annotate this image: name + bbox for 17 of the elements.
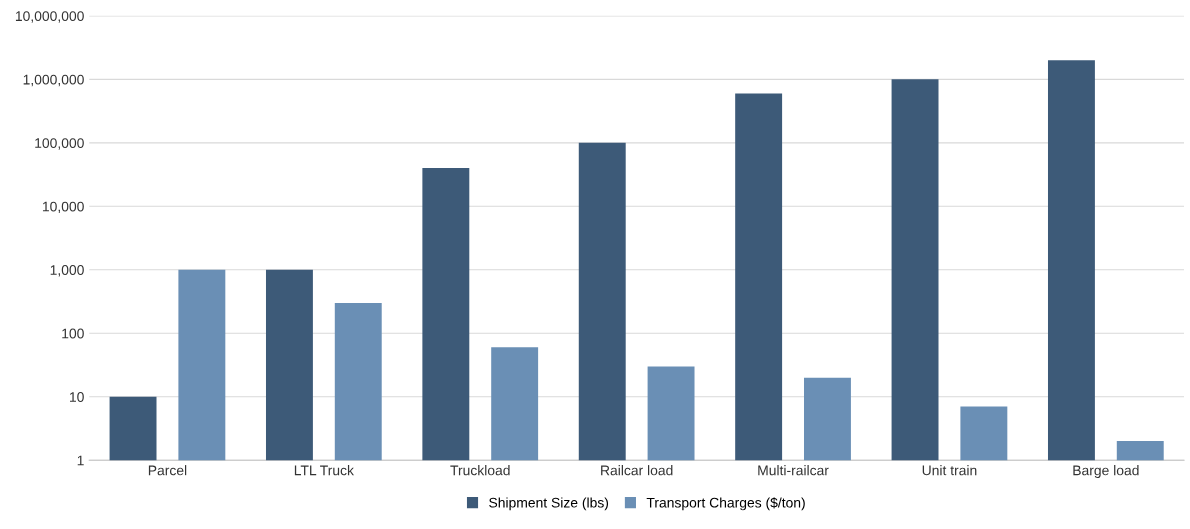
x-tick-label: Parcel <box>148 465 187 476</box>
y-tick-label: 100 <box>62 328 84 339</box>
x-tick-label: Truckload <box>450 465 510 476</box>
y-tick-label: 10,000 <box>42 201 84 214</box>
x-tick-label: Railcar load <box>601 465 673 476</box>
x-tick-label: Multi-railcar <box>758 465 829 476</box>
y-tick-label: 10,000,000 <box>15 11 84 23</box>
y-tick-label: 1,000 <box>50 265 84 277</box>
y-tick-label: 100,000 <box>35 138 84 150</box>
legend-label: Transport Charges ($/ton) <box>646 497 805 511</box>
y-tick-label: 1,000,000 <box>23 74 84 87</box>
x-tick-label: LTL Truck <box>294 465 354 476</box>
legend-label: Shipment Size (lbs) <box>489 497 609 511</box>
y-tick-label: 1 <box>77 455 84 466</box>
x-tick-label: Unit train <box>922 465 977 476</box>
x-tick-label: Barge load <box>1073 465 1139 479</box>
y-tick-label: 10 <box>70 392 84 402</box>
